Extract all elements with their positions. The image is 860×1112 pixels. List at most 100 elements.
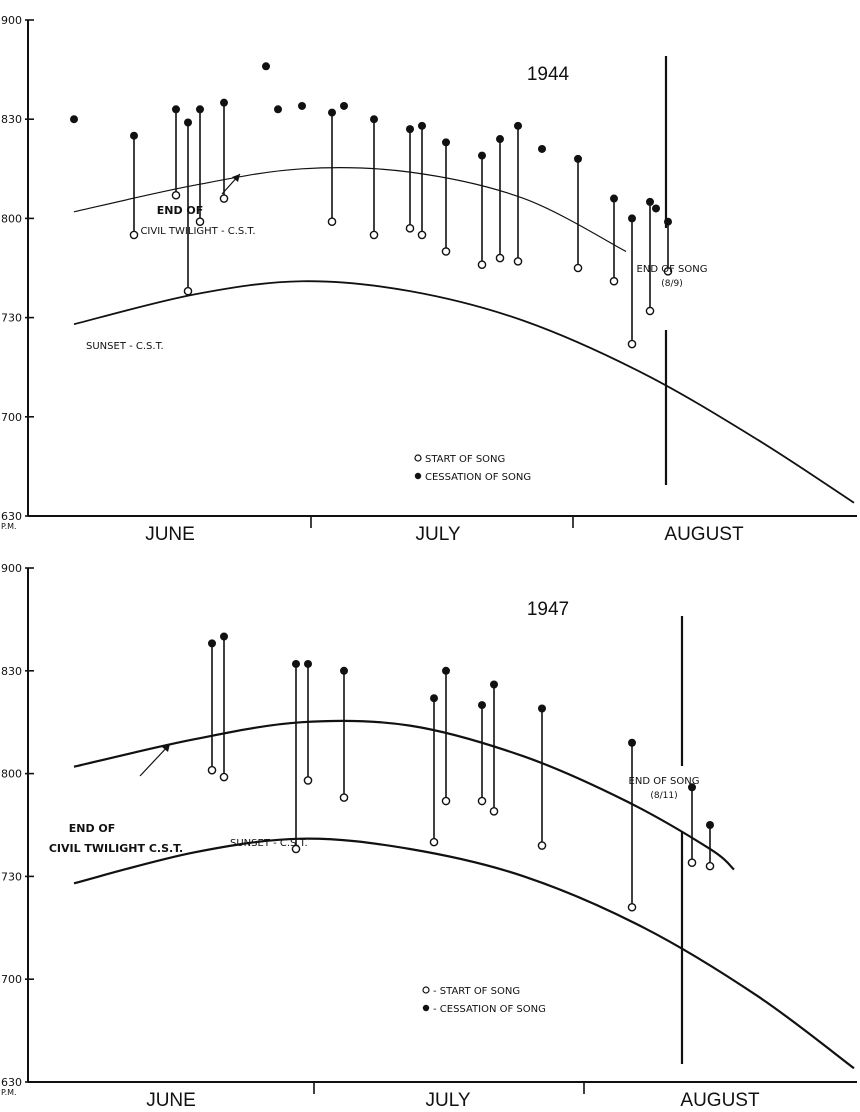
twilight-label-line1: END OF	[69, 822, 116, 835]
song-start-point	[441, 796, 451, 806]
twilight-label-line1: END OF	[157, 204, 204, 217]
y-tick-label: 700	[1, 411, 22, 424]
y-tick-label: 800	[1, 212, 22, 225]
legend-cessation-label: CESSATION OF SONG	[425, 472, 531, 483]
legend-start-label: - START OF SONG	[433, 986, 520, 997]
end-of-song-label: END OF SONG	[637, 264, 708, 275]
song-cessation-point	[184, 118, 192, 127]
song-start-point	[477, 260, 487, 269]
song-cessation-point	[652, 204, 660, 213]
song-start-point	[183, 286, 193, 296]
arrow-head-icon	[162, 744, 170, 752]
end-of-song-label: END OF SONG	[629, 776, 700, 787]
legend-start-label: START OF SONG	[425, 454, 505, 465]
arrow-head-icon	[232, 174, 240, 182]
song-cessation-point	[340, 666, 348, 675]
song-start-point	[219, 772, 229, 782]
song-cessation-point	[538, 704, 546, 713]
song-cessation-point	[70, 115, 78, 124]
y-tick-label: 700	[1, 973, 22, 986]
civil-twilight-curve	[73, 166, 627, 252]
song-cessation-point	[208, 639, 216, 648]
song-cessation-point	[220, 632, 228, 641]
twilight-label-line2: CIVIL TWILIGHT C.S.T.	[49, 842, 183, 855]
month-label-july: JULY	[425, 1090, 470, 1111]
legend-cessation-label: - CESSATION OF SONG	[433, 1004, 546, 1015]
y-tick-label: 800	[1, 768, 22, 781]
song-cessation-point	[196, 105, 204, 114]
song-cessation-point	[514, 121, 522, 130]
song-cessation-point	[370, 115, 378, 124]
song-cessation-point	[574, 154, 582, 163]
song-start-point	[663, 267, 673, 276]
song-start-point	[195, 217, 205, 227]
song-cessation-point	[172, 105, 180, 114]
legend-cessation-symbol	[422, 1004, 430, 1012]
y-tick-label: 830	[1, 113, 22, 126]
song-cessation-point	[328, 108, 336, 117]
song-cessation-point	[406, 125, 414, 134]
song-cessation-point	[628, 738, 636, 747]
song-start-point	[327, 217, 337, 227]
month-label-august: AUGUST	[664, 524, 744, 545]
song-cessation-point	[478, 701, 486, 710]
song-cessation-point	[304, 659, 312, 668]
month-label-august: AUGUST	[680, 1090, 760, 1111]
legend-cessation-symbol	[414, 472, 422, 480]
song-start-point	[171, 190, 181, 200]
song-start-point	[369, 230, 379, 240]
y-unit-label: P.M.	[1, 522, 17, 531]
song-start-point	[429, 837, 439, 847]
song-cessation-point	[262, 62, 270, 71]
legend-start-symbol	[414, 454, 422, 462]
song-start-point	[495, 253, 505, 263]
song-start-point	[627, 339, 637, 349]
y-tick-label: 900	[1, 562, 22, 575]
month-label-june: JUNE	[145, 524, 195, 545]
song-cessation-point	[442, 666, 450, 675]
song-cessation-point	[496, 135, 504, 144]
song-start-point	[417, 230, 427, 240]
song-start-point	[339, 793, 349, 802]
song-start-point	[441, 247, 451, 256]
end-of-song-date: (8/9)	[661, 279, 683, 289]
song-start-point	[477, 796, 487, 806]
month-label-july: JULY	[415, 524, 460, 545]
song-cessation-point	[340, 101, 348, 110]
song-cessation-point	[538, 144, 546, 153]
song-cessation-point	[478, 151, 486, 160]
song-start-point	[627, 902, 637, 912]
end-of-song-date: (8/11)	[650, 791, 677, 801]
month-label-june: JUNE	[146, 1090, 196, 1111]
song-start-point	[405, 224, 415, 233]
y-unit-label: P.M.	[1, 1088, 17, 1097]
song-start-point	[609, 276, 619, 286]
song-cessation-point	[274, 105, 282, 114]
song-cessation-point	[130, 131, 138, 140]
y-tick-label: 730	[1, 312, 22, 325]
y-tick-label: 630	[1, 1076, 22, 1089]
song-start-point	[219, 194, 229, 203]
song-start-point	[129, 230, 139, 240]
y-tick-label: 630	[1, 510, 22, 523]
song-cessation-point	[292, 659, 300, 668]
chart-title: 1944	[527, 64, 570, 85]
song-cessation-point	[610, 194, 618, 203]
twilight-label-line2: CIVIL TWILIGHT - C.S.T.	[140, 226, 255, 237]
sunset-label: SUNSET - C.S.T.	[86, 341, 164, 352]
song-start-point	[207, 765, 217, 775]
song-cessation-point	[220, 98, 228, 107]
song-start-point	[687, 858, 697, 867]
song-cessation-point	[430, 694, 438, 703]
song-start-point	[513, 257, 523, 266]
song-cessation-point	[442, 138, 450, 147]
song-cessation-point	[628, 214, 636, 223]
song-start-point	[291, 844, 301, 854]
song-start-point	[645, 306, 655, 316]
y-tick-label: 730	[1, 870, 22, 883]
sunset-curve	[73, 280, 855, 504]
